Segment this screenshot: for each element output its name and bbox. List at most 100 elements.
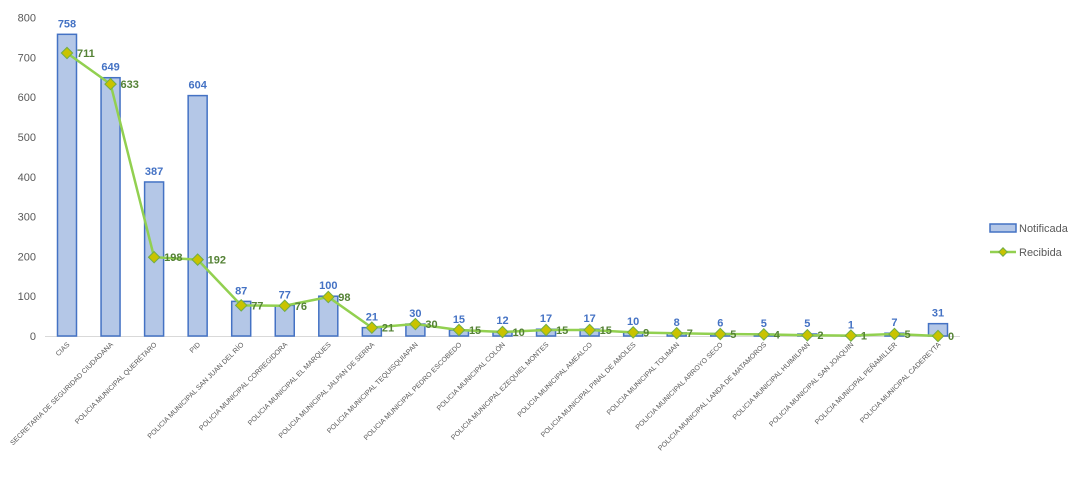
y-tick-label: 500 [18,132,36,144]
y-tick-label: 200 [18,251,36,263]
data-label-notificada: 31 [932,308,944,320]
legend: Notificada Recibida [989,223,1069,259]
data-label-recibida: 9 [643,327,649,339]
legend-swatch-notificada [989,223,1017,233]
x-tick-label: PID [189,341,202,354]
y-tick-label: 300 [18,212,36,224]
data-label-notificada: 15 [453,314,465,326]
data-label-notificada: 649 [101,62,119,74]
bar-notificada [187,94,208,337]
y-tick-label: 0 [30,331,36,343]
x-tick-label: POLICIA MUNICIPAL EL MARQUES [247,341,333,427]
point-recibida [670,326,684,340]
data-label-notificada: 17 [540,313,552,325]
data-label-recibida: 7 [687,328,693,340]
point-recibida [713,327,727,341]
data-label-recibida: 1 [861,331,867,343]
point-recibida [452,323,466,337]
data-label-recibida: 30 [425,319,437,331]
point-recibida [147,250,161,264]
x-tick-label: POLICIA MUNICIPAL PEDRO ESCOBEDO [363,341,464,442]
legend-item-recibida[interactable]: Recibida [990,247,1063,259]
point-recibida [626,326,640,339]
data-label-notificada: 5 [761,318,767,330]
data-label-notificada: 5 [804,318,810,330]
data-label-notificada: 77 [279,289,291,301]
x-tick-label: POLICIA MUNICIPAL SAN JUAN DEL RÍO [145,340,246,441]
y-tick-label: 400 [18,172,36,184]
y-axis: 0 100 200 300 400 500 600 700 800 [18,13,36,343]
data-label-recibida: 2 [817,330,823,342]
x-tick-label: POLICIA MUNICIPAL QUERÉTARO [73,340,159,426]
data-label-recibida: 192 [208,255,226,267]
point-recibida [539,323,553,337]
y-tick-label: 700 [18,52,36,64]
data-label-notificada: 17 [583,313,595,325]
legend-label-notificada: Notificada [1019,223,1069,235]
data-label-recibida: 711 [77,48,95,60]
data-label-notificada: 100 [319,280,337,292]
y-tick-label: 800 [18,13,36,25]
data-label-notificada: 387 [145,166,163,178]
point-recibida [60,46,74,60]
legend-item-notificada[interactable]: Notificada [989,223,1069,235]
point-recibida [800,328,814,342]
x-tick-label: POLICIA MUNICIPAL ARROYO SECO [635,341,725,431]
legend-marker-recibida [998,247,1008,257]
data-label-notificada: 8 [674,317,680,329]
x-tick-label: POLICIA MUNICIPAL COLÓN [435,340,507,412]
data-label-recibida: 15 [600,325,612,337]
x-tick-label: CIAS [55,341,72,358]
data-label-notificada: 604 [188,80,207,92]
data-label-notificada: 87 [235,285,247,297]
point-recibida [191,253,205,266]
data-label-notificada: 6 [717,318,723,330]
bar-notificada [56,33,78,337]
x-tick-label: POLICIA MUNICIPAL CORREGIDORA [198,341,289,432]
x-tick-label: SECRETARIA DE SEGURIDAD CIUDADANA [9,341,115,447]
data-label-recibida: 15 [469,325,481,337]
x-tick-label: POLICIA MUNICIPAL SAN JOAQUIN [768,341,855,428]
legend-label-recibida: Recibida [1019,247,1063,259]
point-recibida [496,325,509,339]
data-label-notificada: 30 [409,308,421,320]
point-recibida [757,328,771,341]
data-label-recibida: 198 [164,252,182,264]
point-recibida [931,329,945,343]
data-label-recibida: 5 [730,329,736,341]
data-label-recibida: 633 [121,79,139,91]
x-tick-label: POLICIA MUNICIPAL AMEALCO [517,341,595,419]
point-recibida [234,298,248,312]
point-recibida [104,77,117,91]
data-label-notificada: 1 [848,320,854,332]
point-recibida [583,323,596,337]
data-label-recibida: 4 [774,329,781,341]
point-recibida [844,329,858,342]
point-recibida [365,321,379,335]
data-label-notificada: 758 [58,18,76,30]
data-label-recibida: 15 [556,325,568,337]
data-label-notificada: 21 [366,312,378,324]
y-tick-label: 600 [18,92,36,104]
data-label-notificada: 7 [891,317,897,329]
data-label-recibida: 21 [382,323,394,335]
data-label-recibida: 5 [904,329,910,341]
x-tick-label: POLICIA MUNICIPAL HUIMILPAN [732,341,812,421]
x-tick-label: POLICIA MUNICIPAL EZEQUIEL MONTES [450,341,550,441]
point-recibida [409,317,422,331]
point-recibida [321,290,335,304]
data-label-notificada: 10 [627,316,639,328]
x-tick-label: POLICIA MUNICIPAL TOLIMAN [606,341,681,416]
x-tick-label: POLICIA MUNICIPAL PINAL DE AMOLES [540,341,638,439]
x-tick-label: POLICIA MUNICIPAL PEÑAMILLER [813,340,899,426]
data-label-recibida: 10 [513,327,525,339]
data-label-notificada: 12 [496,315,508,327]
point-recibida [888,327,901,341]
x-tick-label: POLICIA MUNICIPAL TEQUISQUIAPAN [326,341,420,435]
data-label-recibida: 76 [295,301,307,313]
y-tick-label: 100 [18,291,36,303]
data-label-recibida: 77 [251,300,263,312]
